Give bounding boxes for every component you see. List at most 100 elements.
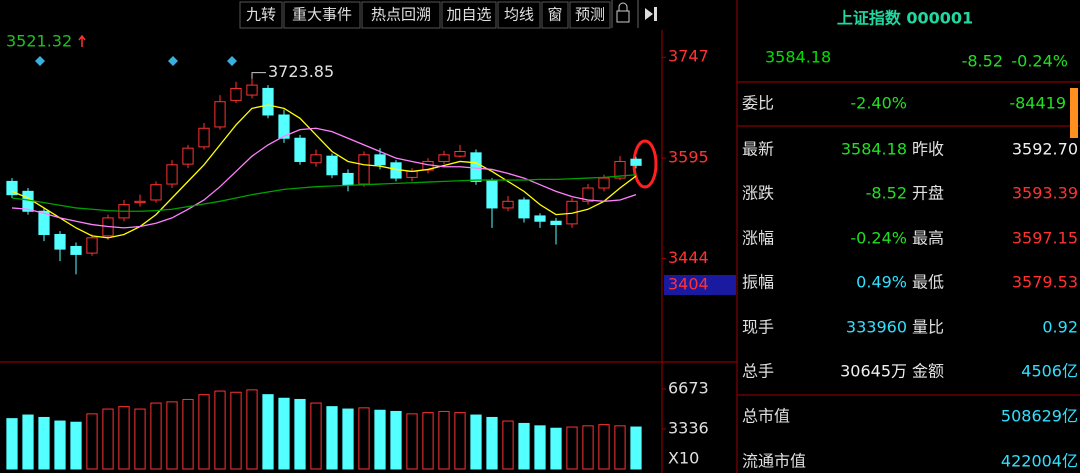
row-value: 30645万 [840, 362, 907, 381]
volume-bar [38, 416, 50, 470]
change: -8.52 [962, 52, 1003, 71]
volume-bar [342, 408, 354, 470]
ratio-bar [1070, 88, 1078, 138]
toolbar-button[interactable] [497, 1, 541, 29]
candle-body [438, 154, 450, 162]
candle-body [70, 245, 82, 255]
volume-bar [630, 426, 642, 470]
row-label: 最新 [742, 140, 774, 159]
volume-bar [310, 402, 322, 470]
row-label: 总市值 [742, 407, 790, 426]
row-label: 最低 [912, 273, 944, 292]
volume-bar [54, 420, 66, 470]
candle-body [486, 179, 498, 209]
volume-bar [118, 406, 130, 470]
toolbar-label: 预测 [575, 6, 605, 24]
row-label: 金额 [912, 362, 944, 381]
volume-bar [262, 394, 274, 470]
row-value: 4506亿 [1021, 362, 1078, 381]
toolbar [611, 0, 657, 28]
row-value: -84419 [1009, 94, 1066, 113]
candle-body [502, 200, 514, 209]
candle-body [614, 160, 626, 179]
volume-bar [134, 408, 146, 470]
volume-bar [150, 402, 162, 470]
last-price: 3584.18 [765, 48, 831, 67]
toolbar-label: 热点回溯 [371, 6, 431, 24]
candle-body [150, 184, 162, 201]
up-arrow [78, 34, 86, 47]
volume-bar [182, 398, 194, 470]
volume-bar [422, 412, 434, 470]
row-value: 3593.39 [1012, 184, 1078, 203]
row-label: 最高 [912, 229, 944, 248]
lock-icon[interactable] [616, 10, 630, 23]
candle-body [230, 87, 242, 101]
toolbar-label: 加自选 [446, 6, 491, 24]
row-value: 3592.70 [1012, 140, 1078, 159]
candle-body [166, 164, 178, 185]
volume-bar [406, 413, 418, 470]
vol-tick-label: 3336 [668, 419, 709, 438]
row-label: 委比 [742, 94, 774, 113]
volume-bar [166, 401, 178, 470]
volume-bar [582, 425, 594, 470]
candle-body [38, 210, 50, 236]
toolbar-button[interactable] [239, 1, 283, 29]
candle-body [374, 154, 386, 166]
volume-bar [198, 394, 210, 470]
toolbar-button[interactable] [361, 1, 441, 29]
vol-unit: X10 [668, 449, 699, 468]
toolbar-button[interactable] [441, 1, 497, 29]
toolbar-button[interactable] [569, 1, 611, 29]
volume-bar [390, 410, 402, 470]
toolbar-button[interactable] [541, 1, 569, 29]
candle-body [342, 172, 354, 186]
volume-bar [278, 397, 290, 470]
row-label: 总手 [742, 362, 774, 381]
volume-bar [566, 426, 578, 470]
vol-tick-label: 6673 [668, 378, 709, 397]
candle-body [534, 215, 546, 222]
row-value: 3579.53 [1012, 273, 1078, 292]
volume-bar [486, 416, 498, 470]
candle-body [22, 190, 34, 212]
volume-bar [86, 413, 98, 470]
y-tick-label: 3595 [668, 148, 709, 167]
exit-icon[interactable] [645, 7, 657, 21]
volume-bar [518, 422, 530, 470]
row-label: 振幅 [742, 273, 774, 292]
candle-body [86, 237, 98, 254]
price-marker-box [664, 274, 736, 295]
volume-bar [438, 410, 450, 470]
moving-average [11, 174, 637, 212]
row-value: -2.40% [850, 94, 907, 113]
row-value: 333960 [846, 318, 907, 337]
candle-body [582, 187, 594, 202]
volume-bar [454, 412, 466, 470]
candle-body [598, 177, 610, 189]
volume-bar [326, 406, 338, 470]
row-label: 涨跌 [742, 184, 774, 203]
row-label: 现手 [742, 318, 774, 337]
row-value: 0.49% [856, 273, 907, 292]
candle-body [454, 151, 466, 157]
candle-body [358, 154, 370, 185]
toolbar-label: 窗 [547, 6, 562, 24]
top-price-label: 3521.32 [6, 32, 72, 51]
candle-body [198, 127, 210, 148]
toolbar-label: 均线 [504, 6, 534, 24]
volume-bar [22, 414, 34, 470]
change-pct: -0.24% [1011, 52, 1068, 71]
volume-bar [614, 425, 626, 470]
volume-bar [214, 390, 226, 470]
candle-body [294, 137, 306, 162]
toolbar-button[interactable] [283, 1, 361, 29]
volume-bar [534, 425, 546, 470]
row-label: 流通市值 [742, 452, 806, 471]
y-tick-label: 3444 [668, 248, 709, 267]
y-tick-label: 3747 [668, 47, 709, 66]
candle-body [6, 180, 18, 196]
